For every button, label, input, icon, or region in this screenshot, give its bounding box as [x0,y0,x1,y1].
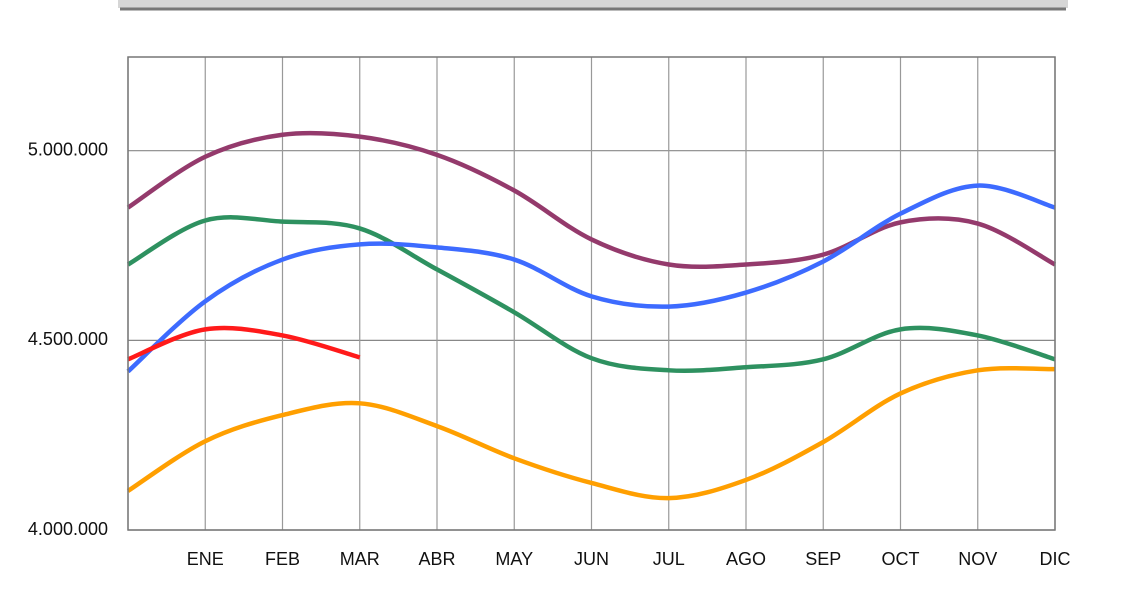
x-tick-label: FEB [265,549,300,569]
x-tick-label: NOV [958,549,997,569]
grid [127,57,1056,531]
labels: 4.000.000 4.500.000 5.000.000 ENE FEB MAR ABR M… [28,139,1071,568]
x-tick-label: SEP [805,549,841,569]
x-tick-label: MAR [340,549,380,569]
series-line [126,365,1056,501]
series-line [126,215,1056,374]
y-tick-label: 5.000.000 [28,139,108,159]
x-tick-label: MAY [495,549,533,569]
x-tick-label: JUL [653,549,685,569]
x-tick-label: OCT [882,549,920,569]
top-bar [118,0,1068,8]
y-tick-label: 4.500.000 [28,329,108,349]
x-tick-label: AGO [726,549,766,569]
series-line [126,183,1056,374]
series-line [126,130,1057,269]
series-line [127,325,361,362]
x-tick-label: DIC [1040,549,1071,569]
plot-border [127,56,1056,531]
lines [126,130,1057,501]
x-tick-label: JUN [574,549,609,569]
x-tick-label: ABR [418,549,455,569]
y-tick-label: 4.000.000 [28,519,108,539]
x-tick-label: ENE [187,549,224,569]
